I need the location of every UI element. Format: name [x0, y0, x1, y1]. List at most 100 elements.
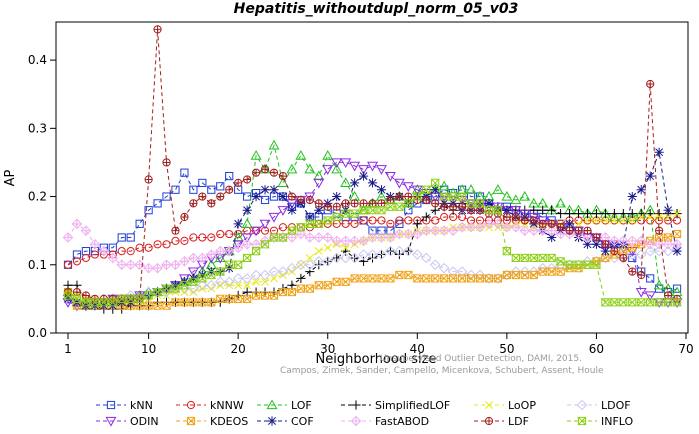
- data-point: [305, 253, 314, 262]
- data-point: [377, 216, 386, 225]
- data-point: [528, 253, 539, 263]
- data-point: [358, 171, 369, 181]
- data-point: [358, 165, 370, 175]
- data-point: [637, 270, 646, 280]
- data-point: [260, 291, 270, 300]
- data-point: [556, 209, 566, 219]
- data-point: [431, 216, 440, 225]
- data-point: [646, 274, 655, 283]
- data-point: [465, 269, 477, 281]
- data-point: [430, 178, 441, 188]
- data-point: [619, 247, 628, 256]
- data-point: [492, 218, 504, 230]
- data-point: [269, 291, 279, 300]
- data-point: [619, 216, 628, 225]
- data-point: [492, 273, 504, 284]
- x-axis: 1 10 20 30 40 50 60 70: [64, 333, 694, 356]
- data-point: [314, 281, 323, 290]
- data-point: [385, 202, 396, 211]
- data-point: [180, 236, 189, 245]
- data-point: [205, 279, 217, 291]
- data-point: [340, 209, 351, 218]
- data-point: [117, 247, 126, 256]
- data-point: [153, 199, 162, 208]
- data-point: [663, 205, 673, 215]
- data-point: [636, 298, 647, 307]
- data-point: [663, 298, 673, 307]
- data-point: [573, 259, 584, 271]
- data-point: [161, 286, 172, 298]
- x-tick-label: 1: [64, 342, 72, 356]
- data-point: [493, 274, 503, 283]
- data-point: [125, 259, 137, 271]
- data-point: [116, 294, 127, 303]
- data-point: [386, 219, 395, 228]
- data-point: [377, 199, 386, 208]
- data-point: [438, 225, 450, 236]
- data-point: [403, 245, 414, 257]
- data-point: [197, 252, 208, 264]
- data-point: [241, 273, 253, 284]
- data-point: [520, 270, 529, 280]
- data-point: [483, 218, 495, 230]
- data-point: [672, 229, 682, 239]
- data-point: [90, 298, 100, 307]
- data-point: [260, 185, 270, 195]
- data-point: [278, 233, 288, 242]
- legend-label: LoOP: [508, 399, 536, 412]
- data-point: [672, 284, 682, 293]
- data-point: [296, 223, 306, 232]
- data-point: [528, 266, 540, 277]
- data-point: [367, 206, 378, 215]
- data-point: [250, 226, 262, 237]
- data-point: [331, 235, 343, 247]
- data-point: [474, 221, 486, 233]
- data-point: [439, 192, 449, 201]
- data-point: [144, 175, 153, 184]
- data-point: [440, 202, 449, 211]
- data-point: [144, 243, 153, 252]
- data-point: [126, 247, 135, 256]
- data-point: [448, 192, 458, 201]
- data-point: [358, 206, 369, 215]
- data-point: [484, 206, 494, 215]
- data-point: [529, 270, 538, 280]
- data-point: [411, 249, 423, 260]
- data-point: [395, 216, 404, 225]
- data-point: [162, 192, 171, 201]
- data-point: [162, 158, 171, 167]
- data-point: [161, 284, 172, 293]
- data-point: [331, 252, 343, 264]
- data-point: [645, 298, 655, 307]
- data-point: [662, 239, 674, 250]
- data-point: [564, 219, 575, 229]
- data-point: [180, 168, 189, 177]
- data-point: [582, 256, 593, 267]
- plot-area: [62, 25, 683, 314]
- data-point: [440, 212, 449, 222]
- data-point: [421, 212, 431, 222]
- data-point: [207, 199, 216, 208]
- legend-label: kNN: [130, 399, 153, 412]
- data-point: [332, 277, 341, 286]
- data-point: [216, 192, 225, 201]
- data-point: [475, 199, 485, 208]
- data-point: [555, 197, 567, 208]
- data-point: [349, 235, 360, 247]
- legend-entry: ODIN: [96, 415, 159, 428]
- data-point: [430, 185, 440, 195]
- data-point: [268, 212, 280, 223]
- legend-marker: [106, 400, 116, 410]
- legend-label: LDF: [508, 415, 529, 428]
- data-point: [564, 209, 575, 219]
- data-point: [205, 249, 217, 260]
- series-line: [68, 29, 678, 300]
- data-point: [314, 199, 323, 208]
- data-point: [404, 270, 413, 280]
- legend-marker: [485, 401, 493, 409]
- data-point: [278, 191, 288, 202]
- data-point: [592, 216, 601, 225]
- data-point: [600, 209, 610, 219]
- data-point: [260, 195, 270, 205]
